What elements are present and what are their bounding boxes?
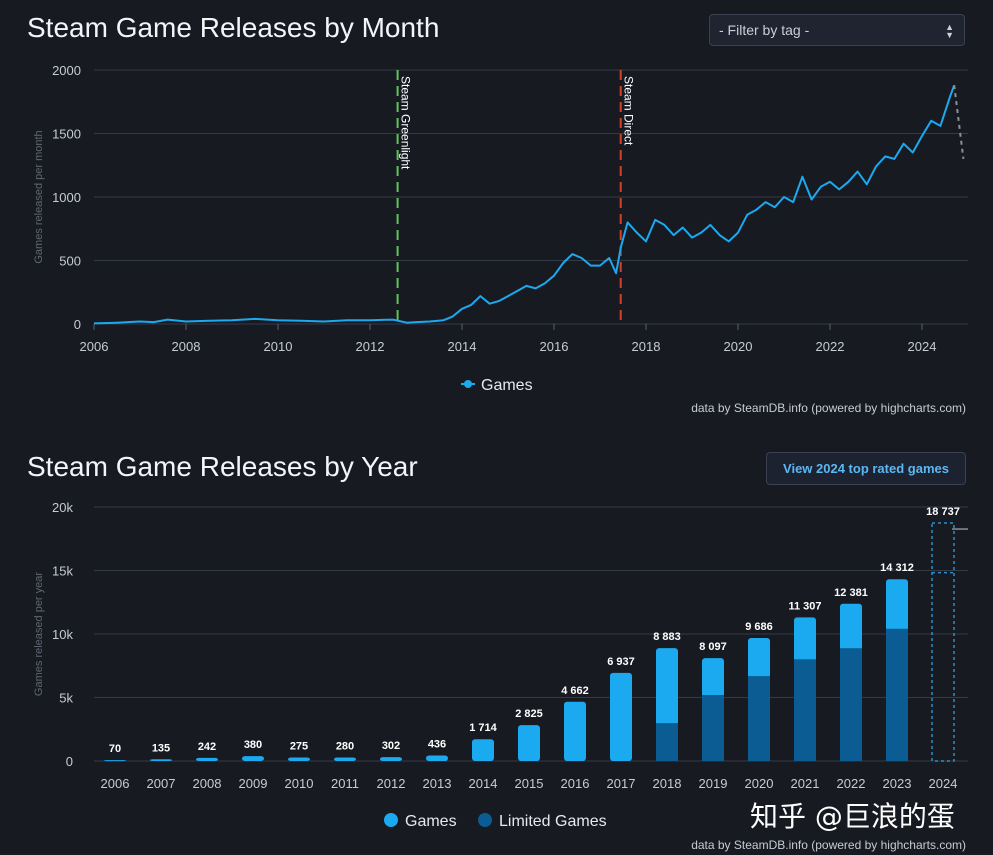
select-arrows-icon: ▲ ▼ [945,22,954,40]
event-label: Steam Direct [622,76,636,146]
bar-data-label: 380 [244,739,262,751]
x-tick-label: 2011 [331,776,359,791]
bar-data-label: 4 662 [561,685,589,697]
limited-games-bar [748,676,770,761]
games-bar [610,672,632,761]
y-tick-label: 1500 [52,127,81,142]
x-tick-label: 2006 [101,776,130,791]
chart-credit: data by SteamDB.info (powered by highcha… [691,838,966,852]
games-bar [196,757,218,761]
legend-games-label: Games [481,377,533,394]
event-label: Steam Greenlight [399,76,413,170]
y-axis-title: Games released per month [33,130,45,263]
bar-data-label: 8 097 [699,641,727,653]
x-tick-label: 2014 [448,339,477,354]
projected-bar [931,522,955,762]
x-tick-label: 2021 [791,776,820,791]
x-tick-label: 2008 [193,776,222,791]
y-tick-label: 1000 [52,190,81,205]
y-tick-label: 0 [74,317,81,332]
bar-data-label: 14 312 [880,562,914,574]
x-tick-label: 2024 [908,339,937,354]
x-tick-label: 2018 [653,776,682,791]
y-tick-label: 5k [59,691,73,706]
bar-data-label: 275 [290,741,308,753]
y-tick-label: 15k [52,564,73,579]
x-tick-label: 2012 [377,776,406,791]
x-tick-label: 2022 [837,776,866,791]
x-tick-label: 2020 [745,776,774,791]
limited-games-bar [794,659,816,761]
x-tick-label: 2023 [883,776,912,791]
monthly-chart-title: Steam Game Releases by Month [27,12,440,43]
x-tick-label: 2015 [515,776,544,791]
games-bar [150,759,172,761]
bar-data-label: 18 737 [926,506,960,518]
tag-filter-select[interactable]: - Filter by tag - ▲ ▼ [709,14,965,46]
limited-games-bar [886,628,908,761]
legend-games-marker [464,380,472,388]
games-series-line [93,84,956,325]
bar-data-label: 302 [382,740,400,752]
limited-games-bar [656,723,678,761]
tag-filter-label: - Filter by tag - [719,22,810,38]
y-tick-label: 2000 [52,63,81,78]
bar-data-label: 2 825 [515,708,543,720]
bar-data-label: 242 [198,741,216,753]
y-axis-title: Games released per year [33,572,45,696]
bar-data-label: 280 [336,740,354,752]
y-tick-label: 500 [59,254,81,269]
x-tick-label: 2016 [540,339,569,354]
legend-limited-marker [478,813,492,827]
games-bar [472,739,494,761]
games-bar [334,757,356,761]
legend-games-marker [384,813,398,827]
games-bar [288,757,310,761]
yearly-chart-title: Steam Game Releases by Year [27,451,418,482]
games-bar [104,760,126,762]
chart-credit: data by SteamDB.info (powered by highcha… [691,401,966,415]
bar-data-label: 11 307 [788,600,821,612]
x-tick-label: 2017 [607,776,636,791]
games-bar [564,701,586,761]
legend-limited-label: Limited Games [499,813,607,830]
limited-games-bar [840,648,862,761]
x-tick-label: 2020 [724,339,753,354]
bar-data-label: 436 [428,738,446,750]
x-tick-label: 2006 [80,339,109,354]
x-tick-label: 2012 [356,339,385,354]
zhihu-watermark: 知乎 @巨浪的蛋 [750,800,955,833]
legend-games-label: Games [405,813,457,830]
bar-data-label: 8 883 [653,631,681,643]
bar-data-label: 135 [152,742,170,754]
bar-data-label: 70 [109,743,121,755]
x-tick-label: 2019 [699,776,728,791]
x-tick-label: 2008 [172,339,201,354]
x-tick-label: 2010 [285,776,314,791]
games-bar [518,725,540,761]
y-tick-label: 20k [52,500,73,515]
games-bar [380,757,402,761]
x-tick-label: 2010 [264,339,293,354]
x-tick-label: 2022 [816,339,845,354]
x-tick-label: 2014 [469,776,498,791]
games-bar [426,755,448,761]
limited-games-bar [702,694,724,761]
x-tick-label: 2009 [239,776,268,791]
bar-data-label: 1 714 [469,722,497,734]
x-tick-label: 2018 [632,339,661,354]
bar-data-label: 9 686 [745,621,773,633]
x-tick-label: 2007 [147,776,176,791]
monthly-releases-chart: 0 500 1000 1500 2000 2006 2008 2010 2012 2014 2016… [33,63,968,415]
games-bar [242,756,264,761]
bar-data-label: 12 381 [834,587,868,599]
x-tick-label: 2013 [423,776,452,791]
x-tick-label: 2016 [561,776,590,791]
x-tick-label: 2024 [929,776,958,791]
bar-data-label: 6 937 [607,656,635,668]
top-rated-games-button[interactable]: View 2024 top rated games [766,452,966,485]
y-tick-label: 10k [52,627,73,642]
y-tick-label: 0 [66,754,73,769]
